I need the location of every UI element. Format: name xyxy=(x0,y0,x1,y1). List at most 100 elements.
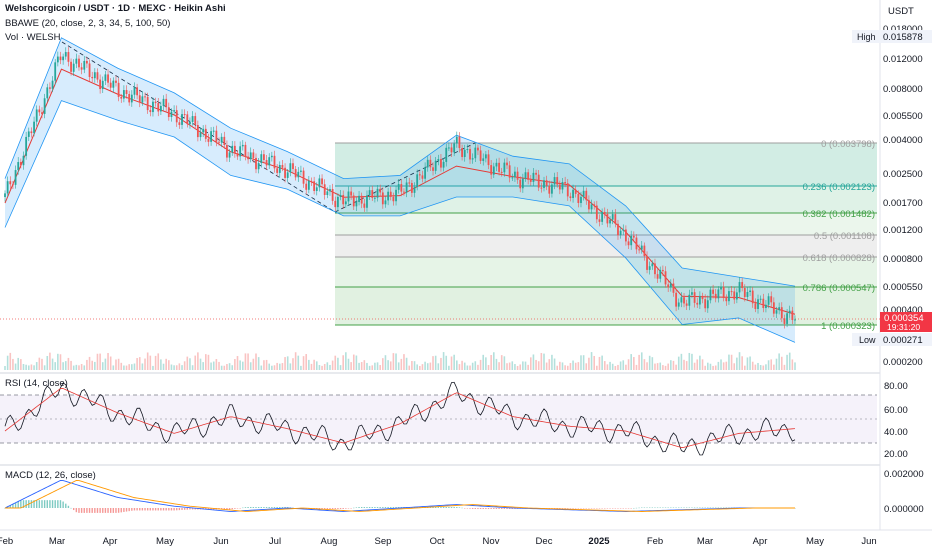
signal-line xyxy=(5,479,795,512)
trendline-down[interactable] xyxy=(61,41,336,213)
volume-bar xyxy=(725,361,728,370)
macd-histogram-bar xyxy=(25,500,27,508)
indicator-legend[interactable]: BBAWE (20, close, 2, 3, 34, 5, 100, 50) xyxy=(5,18,171,29)
macd-histogram-bar xyxy=(556,508,558,509)
candle-body xyxy=(352,195,355,207)
volume-bar xyxy=(529,357,532,370)
price-axis-unit: USDT xyxy=(888,6,914,17)
macd-histogram-bar xyxy=(75,508,78,513)
macd-histogram-bar xyxy=(104,508,107,513)
volume-bar xyxy=(445,355,448,370)
macd-histogram-bar xyxy=(641,507,643,509)
candle-body xyxy=(426,159,429,168)
volume-bar xyxy=(315,361,318,370)
macd-histogram-bar xyxy=(614,508,617,509)
macd-histogram-bar xyxy=(561,508,564,509)
volume-bar xyxy=(585,363,588,370)
volume-bar xyxy=(138,357,141,370)
time-label: Feb xyxy=(647,536,663,547)
time-label: Dec xyxy=(536,536,553,547)
rsi-pane[interactable] xyxy=(0,381,877,456)
volume-bar xyxy=(788,352,791,370)
macd-axis[interactable]: 0.002000 0.000000 xyxy=(884,469,924,515)
volume-bar xyxy=(619,361,622,370)
volume-bar xyxy=(4,366,6,370)
volume-bar xyxy=(675,364,677,370)
time-axis[interactable]: Feb Mar Apr May Jun Jul Aug Sep Oct Nov … xyxy=(0,536,877,547)
volume-bar xyxy=(189,358,191,370)
macd-histogram-bar xyxy=(57,500,59,508)
candle-body xyxy=(424,167,427,179)
macd-histogram-bar xyxy=(170,508,173,511)
candle-body xyxy=(498,162,500,172)
volume-bar xyxy=(699,355,701,370)
rsi-tick: 60.00 xyxy=(884,405,908,416)
candle-body xyxy=(347,191,350,202)
volume-bar xyxy=(64,361,67,370)
volume-bar xyxy=(403,354,405,370)
volume-bar xyxy=(532,354,535,370)
candle-body xyxy=(794,319,796,321)
macd-legend[interactable]: MACD (12, 26, close) xyxy=(5,470,96,481)
rsi-legend[interactable]: RSI (14, close) xyxy=(5,378,68,389)
volume-bar xyxy=(574,362,577,370)
candle-body xyxy=(754,303,757,309)
macd-histogram-bar xyxy=(183,508,186,510)
macd-histogram-bar xyxy=(234,508,236,509)
volume-bar xyxy=(416,364,418,370)
candle-body xyxy=(701,295,704,300)
volume-bar xyxy=(12,358,14,370)
volume-bar xyxy=(384,355,387,370)
candle-body xyxy=(551,184,553,194)
candle-body xyxy=(548,185,551,194)
candle-body xyxy=(104,74,107,81)
volume-bar xyxy=(487,365,490,370)
macd-histogram-bar xyxy=(152,508,154,511)
macd-histogram-bar xyxy=(260,507,262,508)
candle-body xyxy=(492,166,495,175)
macd-histogram-bar xyxy=(255,507,257,508)
volume-bar xyxy=(625,364,627,370)
candle-body xyxy=(117,82,120,97)
volume-bar xyxy=(707,362,709,370)
volume-bar xyxy=(516,365,519,370)
macd-pane[interactable] xyxy=(4,479,796,513)
symbol-title[interactable]: Welshcorgicoin / USDT · 1D · MEXC · Heik… xyxy=(5,3,226,14)
volume-bar xyxy=(519,364,522,370)
volume-bar xyxy=(408,365,411,370)
fib-label-382: 0.382 (0.001482) xyxy=(803,209,875,220)
macd-histogram-bar xyxy=(226,508,228,510)
volume-bar xyxy=(553,358,556,370)
macd-histogram-bar xyxy=(33,500,35,508)
rsi-axis[interactable]: 80.00 60.00 40.00 20.00 xyxy=(884,381,908,460)
candles[interactable] xyxy=(4,47,796,329)
trendline-up[interactable] xyxy=(334,142,476,213)
macd-histogram-bar xyxy=(582,508,585,509)
macd-histogram-bar xyxy=(609,508,611,509)
volume-bar xyxy=(80,363,83,370)
macd-histogram-bar xyxy=(553,508,556,509)
candle-body xyxy=(178,122,181,125)
volume-bar xyxy=(482,354,485,370)
volume-bar xyxy=(405,357,408,370)
volume-bar xyxy=(289,363,292,370)
rsi-tick: 20.00 xyxy=(884,449,908,460)
candle-body xyxy=(643,245,646,257)
volume-bar xyxy=(96,353,99,370)
volume-bar xyxy=(786,354,788,370)
price-axis[interactable]: USDT 0.018000 0.012000 0.008000 0.005500… xyxy=(852,6,932,368)
candle-body xyxy=(543,180,545,188)
fib-retracement[interactable]: 0 (0.003798) 0.236 (0.002123) 0.382 (0.0… xyxy=(335,139,877,332)
fib-zone-382-5 xyxy=(335,213,877,235)
candle-body xyxy=(88,63,91,77)
macd-histogram-bar xyxy=(707,507,709,509)
volume-bar xyxy=(754,364,757,370)
candle-body xyxy=(83,60,86,70)
candle-body xyxy=(735,292,738,300)
high-label: High xyxy=(857,32,876,42)
price-tick: 0.005500 xyxy=(883,111,923,122)
volume-bar xyxy=(112,365,115,370)
volume-legend[interactable]: Vol · WELSH xyxy=(5,32,61,43)
macd-histogram-bar xyxy=(580,508,582,509)
